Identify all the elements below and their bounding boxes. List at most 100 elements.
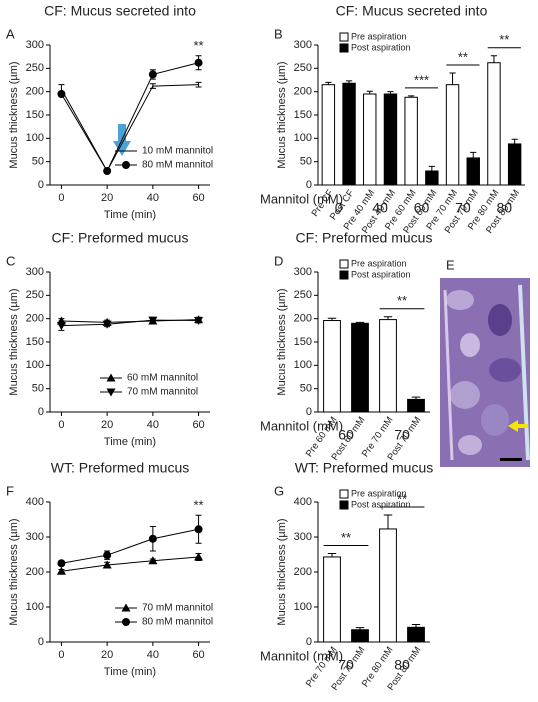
- marker: [106, 373, 116, 382]
- y-tick-label: 300: [26, 39, 44, 51]
- x-tick-label: 40: [147, 649, 159, 661]
- legend-label: Pre aspiration: [351, 258, 407, 268]
- chart-title: WT: Preformed mucus: [51, 460, 189, 476]
- panel-letter: F: [6, 483, 14, 498]
- error-bar: [428, 165, 435, 171]
- y-tick-label: 200: [294, 313, 312, 325]
- y-tick-label: 300: [26, 266, 44, 278]
- marker: [57, 559, 66, 568]
- y-tick-label: 0: [306, 636, 312, 648]
- y-tick-label: 300: [294, 531, 312, 543]
- y-tick-label: 100: [26, 601, 44, 613]
- legend-swatch: [339, 32, 349, 42]
- legend-label: 10 mM mannitol: [142, 146, 213, 157]
- group-axis-label: Mannitol (mM): [260, 648, 343, 663]
- y-tick-label: 300: [26, 531, 44, 543]
- x-tick-label: 20: [101, 649, 113, 661]
- group-label: 70: [338, 657, 354, 673]
- marker: [122, 618, 130, 626]
- y-axis-label: Mucus thickness (µm): [276, 518, 288, 625]
- panel-letter: G: [274, 483, 284, 498]
- y-tick-label: 0: [38, 179, 44, 191]
- y-tick-label: 250: [26, 62, 44, 74]
- marker: [106, 388, 116, 397]
- y-tick-label: 100: [294, 359, 312, 371]
- legend-label: Pre aspiration: [351, 31, 407, 41]
- bar: [342, 82, 356, 186]
- y-tick-label: 250: [294, 289, 312, 301]
- x-tick-label: 0: [58, 192, 64, 204]
- y-tick-label: 0: [306, 179, 312, 191]
- marker: [148, 556, 158, 565]
- y-tick-label: 200: [294, 566, 312, 578]
- bar: [407, 398, 425, 413]
- y-tick-label: 50: [32, 383, 44, 395]
- arrow: [113, 124, 131, 156]
- significance-label: **: [397, 293, 407, 308]
- error-bar: [327, 552, 337, 557]
- marker: [194, 58, 203, 67]
- x-tick-label: 60: [192, 649, 204, 661]
- error-bar: [449, 72, 456, 85]
- series-line: [61, 528, 199, 564]
- marker: [122, 161, 130, 169]
- group-axis-label: Mannitol (mM): [260, 418, 343, 433]
- y-tick-label: 200: [26, 566, 44, 578]
- legend-swatch: [339, 270, 349, 280]
- chart-title: WT: Preformed mucus: [295, 460, 433, 476]
- group-label: 80: [394, 657, 410, 673]
- significance-label: ***: [414, 72, 429, 87]
- y-tick-label: 200: [294, 86, 312, 98]
- error-bar: [511, 138, 518, 144]
- y-axis-label: Mucus thickness (µm): [8, 61, 20, 168]
- legend-swatch: [339, 259, 349, 269]
- x-tick-label: 40: [147, 192, 159, 204]
- y-tick-label: 150: [294, 336, 312, 348]
- y-tick-label: 150: [294, 109, 312, 121]
- x-axis-label: Time (min): [104, 209, 156, 221]
- series-line: [61, 556, 199, 572]
- group-label: 70: [394, 427, 410, 443]
- bar: [323, 320, 341, 413]
- y-tick-label: 100: [26, 359, 44, 371]
- marker: [194, 552, 204, 561]
- legend-label: 80 mM mannitol: [142, 617, 213, 628]
- group-label: 60: [414, 200, 430, 216]
- bar: [363, 93, 377, 186]
- y-axis-label: Mucus thickness (µm): [276, 61, 288, 168]
- error-bar: [470, 151, 477, 158]
- error-bar: [383, 514, 393, 529]
- panel-letter: D: [274, 253, 283, 268]
- y-tick-label: 300: [294, 39, 312, 51]
- group-axis-label: Mannitol (mM): [260, 191, 343, 206]
- y-tick-label: 100: [26, 132, 44, 144]
- chart-title: CF: Preformed mucus: [52, 230, 189, 246]
- y-axis-label: Mucus thickness (µm): [8, 288, 20, 395]
- annotation: **: [194, 38, 204, 53]
- x-tick-label: 20: [101, 192, 113, 204]
- series-line: [61, 319, 199, 327]
- y-tick-label: 150: [26, 109, 44, 121]
- significance-label: **: [341, 530, 351, 545]
- panel-letter: A: [6, 26, 15, 41]
- group-label: 40: [372, 200, 388, 216]
- y-tick-label: 50: [300, 156, 312, 168]
- panel-letter: C: [6, 253, 15, 268]
- marker: [148, 70, 157, 79]
- y-tick-label: 50: [32, 156, 44, 168]
- histology-image: [440, 278, 530, 467]
- marker: [148, 534, 157, 543]
- series-line: [60, 62, 199, 173]
- group-label: 70: [455, 200, 471, 216]
- group-label: 0: [335, 200, 343, 216]
- legend-label: Post aspiration: [351, 269, 411, 279]
- significance-label: **: [499, 32, 509, 47]
- significance-label: **: [458, 49, 468, 64]
- error-bar: [195, 81, 202, 88]
- y-tick-label: 400: [294, 496, 312, 508]
- y-tick-label: 250: [294, 62, 312, 74]
- chart-title: CF: Preformed mucus: [296, 230, 433, 246]
- marker: [57, 90, 66, 98]
- bar: [445, 84, 460, 186]
